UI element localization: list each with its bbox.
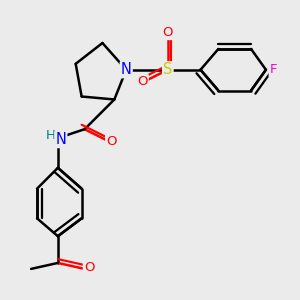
Text: O: O [137,75,148,88]
Text: H: H [46,129,56,142]
Text: O: O [84,261,94,274]
Text: O: O [163,26,173,39]
Text: F: F [270,63,277,76]
Text: O: O [106,135,117,148]
Text: S: S [163,62,172,77]
Text: N: N [121,62,132,77]
Text: N: N [56,132,66,147]
